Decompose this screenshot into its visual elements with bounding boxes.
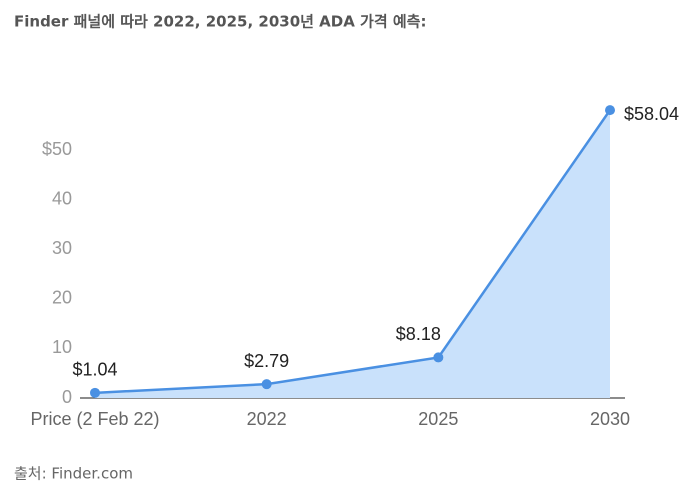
point [90, 387, 100, 398]
x-tick-label: 2030 [590, 409, 630, 429]
source: 출처: Finder.com [14, 465, 133, 483]
line [94, 109, 612, 395]
x-tick-label: Price (2 Feb 22) [30, 409, 159, 429]
y-tick-label: 40 [52, 188, 72, 208]
x-tick-label: 2022 [247, 409, 287, 429]
point [433, 352, 444, 363]
y-tick-label: 10 [52, 337, 72, 357]
value-label: $1.04 [72, 360, 117, 380]
value-label: $58.04 [624, 104, 679, 124]
chart-title: Finder 패널에 따라 2022, 2025, 2030년 ADA 가격 예… [14, 13, 426, 31]
y-tick-label: $50 [42, 139, 72, 159]
y-tick-label: 0 [62, 387, 72, 407]
y-tick-label: 20 [52, 288, 72, 308]
value-label: $2.79 [244, 351, 289, 371]
point [261, 379, 272, 390]
y-tick-label: 30 [52, 238, 72, 258]
value-label: $8.18 [396, 324, 441, 344]
point [605, 105, 615, 116]
area [95, 110, 610, 399]
x-tick-label: 2025 [418, 409, 458, 429]
